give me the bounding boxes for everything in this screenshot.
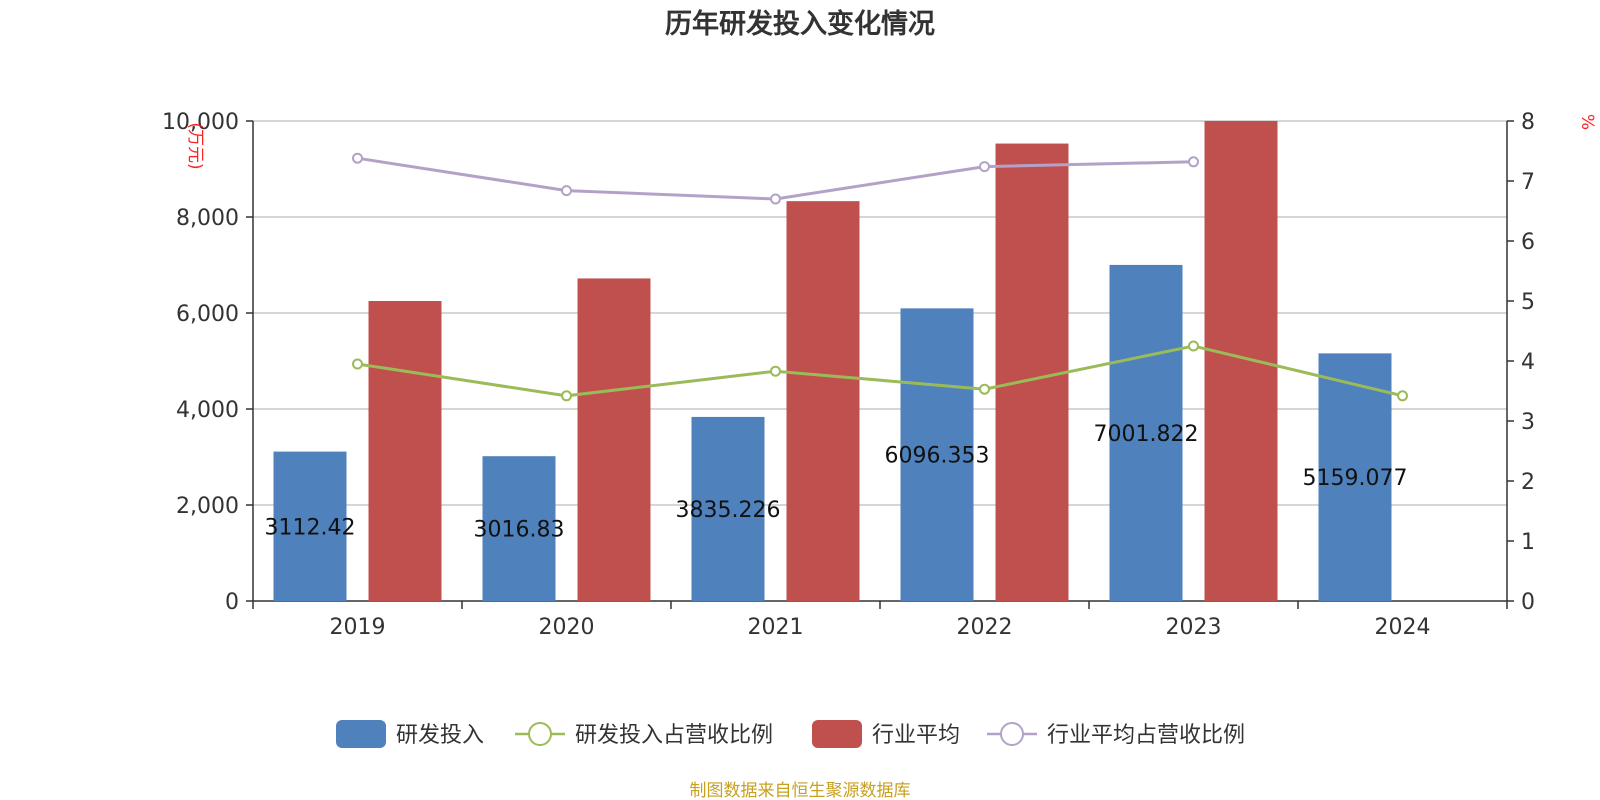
bar[interactable] [786,201,860,601]
data-label: 7001.822 [1094,422,1199,447]
line-point[interactable] [770,193,781,205]
line-point[interactable] [1188,156,1199,168]
line-point[interactable] [979,383,990,395]
bar[interactable] [1318,353,1392,601]
left-axis-tick-label: 8,000 [176,206,239,231]
x-axis-tick-label: 2021 [748,615,804,640]
right-axis-tick-label: 3 [1521,410,1535,435]
x-axis-tick-label: 2023 [1166,615,1222,640]
left-axis-tick-label: 0 [225,590,239,615]
line-point[interactable] [352,358,363,370]
line-point[interactable] [1188,340,1199,352]
bar[interactable] [577,278,651,601]
legend-swatch[interactable] [812,720,862,748]
line-point[interactable] [1397,390,1408,402]
data-label: 3016.83 [474,518,565,543]
bar[interactable] [691,416,765,601]
source-note: 制图数据来自恒生聚源数据库 [690,781,911,800]
left-axis-tick-label: 4,000 [176,398,239,423]
right-axis-tick-label: 5 [1521,290,1535,315]
line-point[interactable] [561,390,572,402]
data-labels: 3112.42 3016.83 3835.226 6096.353 7001.822 51… [265,422,1408,543]
bar[interactable] [273,451,347,601]
x-axis-tick-label: 2020 [539,615,595,640]
bar[interactable] [482,456,556,601]
line-point[interactable] [770,365,781,377]
legend-label[interactable]: 行业平均 [872,723,960,748]
right-axis-unit: % [1577,114,1597,130]
x-axis-tick-label: 2024 [1375,615,1431,640]
legend-swatch[interactable] [528,722,552,746]
legend-label[interactable]: 研发投入占营收比例 [575,723,773,748]
grid [253,120,1507,506]
line-point[interactable] [979,161,990,173]
legend[interactable]: 研发投入 研发投入占营收比例 行业平均 行业平均占营收比例 [336,720,1245,748]
line-point[interactable] [352,152,363,164]
x-axis-tick-label: 2019 [330,615,386,640]
line-point[interactable] [561,185,572,197]
bar[interactable] [995,143,1069,601]
series-line [357,344,1403,398]
right-axis-tick-label: 1 [1521,530,1535,555]
chart-title: 历年研发投入变化情况 [665,8,935,40]
left-axis-tick-label: 10,000 [162,110,239,135]
right-axis-tick-label: 8 [1521,110,1535,135]
bar[interactable] [1109,264,1183,601]
data-label: 5159.077 [1303,466,1408,491]
left-axis-tick-label: 6,000 [176,302,239,327]
legend-swatch[interactable] [336,720,386,748]
right-axis-tick-label: 2 [1521,470,1535,495]
data-label: 6096.353 [885,444,990,469]
left-axis-tick-label: 2,000 [176,494,239,519]
bar[interactable] [900,308,974,601]
bars [273,121,1392,601]
right-axis-tick-label: 0 [1521,590,1535,615]
right-axis-tick-label: 6 [1521,230,1535,255]
lines [352,152,1408,402]
bar[interactable] [368,301,442,601]
data-label: 3835.226 [676,498,781,523]
right-axis-tick-label: 4 [1521,350,1535,375]
bar[interactable] [1204,121,1278,601]
left-axis-unit: (万元) [185,122,205,169]
right-axis-tick-label: 7 [1521,170,1535,195]
legend-swatch[interactable] [1000,722,1024,746]
axes: 0 2,000 4,000 6,000 8,000 10,000 0 1 2 3 4 5 6 7 8 2019… [162,110,1535,640]
legend-label[interactable]: 研发投入 [396,723,484,748]
x-axis-tick-label: 2022 [957,615,1013,640]
legend-label[interactable]: 行业平均占营收比例 [1047,723,1245,748]
data-label: 3112.42 [265,515,356,540]
